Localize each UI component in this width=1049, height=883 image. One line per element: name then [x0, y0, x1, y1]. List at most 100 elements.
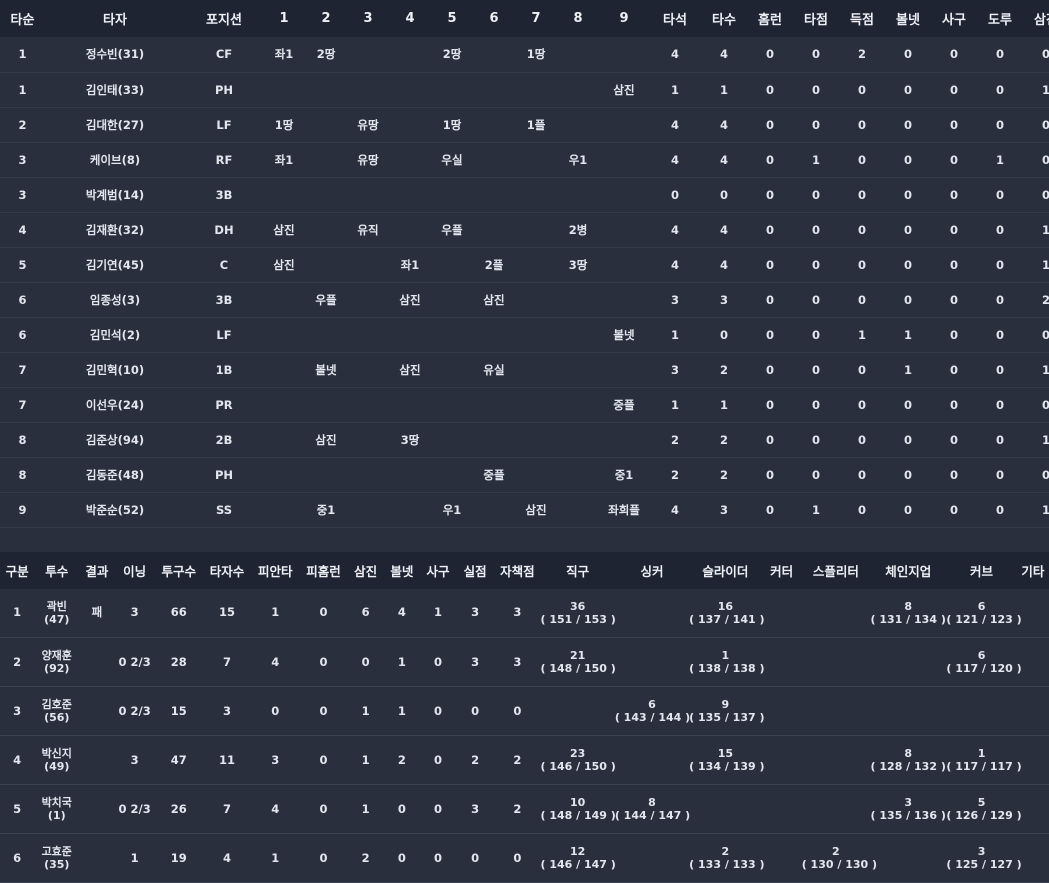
inning-result: [557, 317, 599, 352]
inning-result: [347, 177, 389, 212]
batter-stat: 0: [903, 152, 912, 167]
batter-stat: 1: [670, 327, 679, 342]
inning-result: [263, 492, 305, 527]
inning-result: [515, 142, 557, 177]
batter-name: 김준상(94): [85, 432, 145, 447]
pitch-type-cell: [1017, 687, 1049, 736]
batter-stat: 4: [719, 117, 728, 132]
inning-result: 유직: [357, 222, 379, 237]
inning-result: 유땅: [357, 117, 379, 132]
inning-result: [599, 247, 649, 282]
pitch-speed-range: ( 121 / 123 ): [946, 612, 1022, 626]
batter-stat: 0: [949, 187, 958, 202]
inning-result: [347, 457, 389, 492]
pitcher-stat: 4: [223, 850, 232, 865]
pitcher-result: [79, 687, 114, 736]
pitcher-stat: 0: [434, 850, 443, 865]
inning-result: [263, 317, 305, 352]
pitcher-stat: 7: [223, 654, 232, 669]
batting-header-cell: 8: [573, 11, 583, 26]
batter-name: 임종성(3): [89, 292, 141, 307]
pitcher-order: 4: [13, 752, 22, 767]
batter-stat: 2: [719, 467, 728, 482]
pitcher-result: [79, 785, 114, 834]
pitching-header-row: 구분 투수 결과 이닝 투구수 타자수 피안타 피홈런 삼진 볼넷 사구 실점 자책점 직구 싱커 슬라이더 커…: [0, 551, 1049, 589]
batting-order: 9: [18, 502, 27, 517]
pitcher-stat: 0: [397, 850, 406, 865]
inning-result: [599, 107, 649, 142]
batter-stat: 1: [995, 152, 1004, 167]
batter-stat: 0: [1041, 117, 1049, 132]
pitcher-stat: 3: [471, 605, 480, 620]
inning-result: [599, 142, 649, 177]
inning-result: [515, 72, 557, 107]
batter-stat: 0: [811, 222, 820, 237]
batter-row: 3 박계범(14) 3B 0 0 0 0 0 0 0 0 0: [0, 177, 1049, 212]
pitch-type-cell: 3( 135 / 136 ): [870, 785, 946, 834]
inning-result: 1플: [526, 117, 546, 132]
pitcher-row: 1 곽빈 (47) 패 3 66 15 1 0 6 4 1 3 3 36( 151 / 153 ) 16( 1…: [0, 588, 1049, 638]
batter-stat: 3: [719, 502, 728, 517]
inning-result: [347, 387, 389, 422]
inning-result: [347, 247, 389, 282]
batter-stat: 0: [903, 257, 912, 272]
batter-stat: 0: [949, 397, 958, 412]
batter-stat: 0: [719, 187, 728, 202]
pitch-type-cell: [762, 589, 802, 638]
pitcher-cell: 박치국 (1): [34, 785, 79, 834]
batter-stat: 1: [811, 502, 820, 517]
inning-result: 2병: [568, 222, 588, 237]
pitcher-cell: 곽빈 (47): [34, 589, 79, 638]
batter-stat: 2: [719, 362, 728, 377]
pitch-type-cell: [802, 638, 870, 687]
pitch-count: 2: [721, 845, 730, 858]
batter-stat: 1: [903, 327, 912, 342]
pitcher-stat: 0: [434, 801, 443, 816]
batter-stat: 0: [995, 82, 1004, 97]
inning-result: [431, 422, 473, 457]
inning-result: 3땅: [400, 432, 420, 447]
inning-result: [389, 212, 431, 247]
batter-position: PH: [214, 82, 234, 97]
inning-result: [305, 142, 347, 177]
pitch-type-cell: 12( 146 / 147 ): [540, 834, 615, 883]
pitcher-row: 5 박치국 (1) 0 2/3 26 7 4 0 1 0 0 3 2 10( 148 / 149 ) 8( …: [0, 784, 1049, 834]
inning-result: [263, 282, 305, 317]
batter-stat: 0: [903, 502, 912, 517]
batter-row: 8 김준상(94) 2B 삼진 3땅 2 2 0 0 0 0 0 0 1: [0, 422, 1049, 457]
batter-stat: 0: [811, 82, 820, 97]
batting-header-cell: 볼넷: [896, 13, 920, 28]
batter-stat: 0: [765, 47, 774, 62]
pitch-speed-range: ( 117 / 117 ): [946, 760, 1022, 773]
inning-result: [599, 37, 649, 72]
inning-result: [515, 282, 557, 317]
inning-result: [305, 107, 347, 142]
inning-result: [305, 387, 347, 422]
pitching-table: 구분 투수 결과 이닝 투구수 타자수 피안타 피홈런 삼진 볼넷 사구 실점 자책점 직구 싱커 슬라이더 커…: [0, 551, 1049, 883]
pitch-speed-range: ( 130 / 130 ): [801, 858, 878, 871]
pitching-header-cell: 커브: [970, 563, 994, 579]
pitch-count: 16: [717, 599, 733, 613]
pitching-header-cell: 피안타: [257, 563, 293, 579]
inning-result: 좌희플: [608, 502, 640, 517]
inning-result: [473, 317, 515, 352]
pitcher-stat: 11: [219, 752, 236, 767]
batter-row: 2 김대한(27) LF 1땅 유땅 1땅 1플 4 4 0 0 0 0 0 0 0: [0, 107, 1049, 142]
inning-result: [431, 282, 473, 317]
pitch-type-cell: [802, 589, 870, 638]
batter-stat: 1: [719, 397, 728, 412]
pitch-type-cell: [946, 687, 1016, 736]
inning-result: [557, 422, 599, 457]
pitcher-stat: 6: [361, 605, 370, 620]
pitcher-stat: 3: [223, 703, 232, 718]
pitch-count: 1: [721, 649, 730, 662]
pitch-type-cell: 8( 131 / 134 ): [870, 589, 946, 638]
inning-result: [431, 387, 473, 422]
inning-result: [347, 422, 389, 457]
batter-stat: 0: [670, 187, 679, 202]
batter-position: 3B: [215, 187, 233, 202]
inning-result: 우플: [441, 222, 463, 237]
pitcher-innings: 3: [130, 605, 139, 620]
pitch-speed-range: ( 146 / 150 ): [540, 760, 616, 773]
batting-order: 5: [18, 257, 27, 272]
